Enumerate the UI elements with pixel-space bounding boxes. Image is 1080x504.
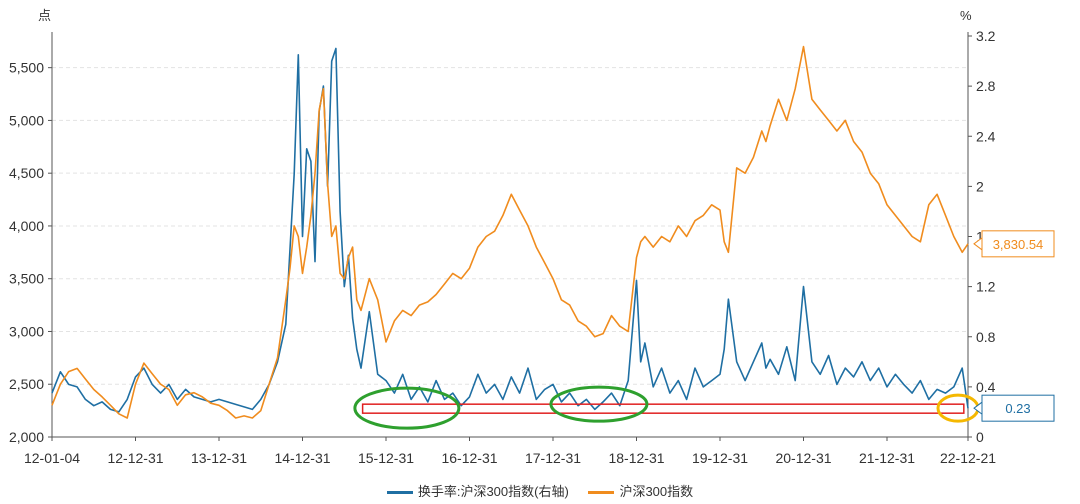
x-tick-label-8: 19-12-31 [692,450,748,466]
x-tick-label-7: 18-12-31 [608,450,664,466]
left-tick-label-1: 2,500 [9,376,44,392]
x-tick-label-10: 21-12-31 [859,450,915,466]
right-tick-label-1: 0.4 [976,379,996,395]
right-tick-label-6: 2.4 [976,128,996,144]
x-tick-label-1: 12-12-31 [107,450,163,466]
x-tick-label-6: 17-12-31 [525,450,581,466]
left-tick-label-7: 5,500 [9,60,44,76]
series-line-1 [51,45,969,419]
highlight-ellipse-2016 [353,386,461,430]
x-tick-label-0: 12-01-04 [24,450,80,466]
x-tick-label-5: 16-12-31 [441,450,497,466]
right-tick-label-8: 3.2 [976,28,996,44]
left-tick-label-2: 3,000 [9,323,44,339]
left-tick-label-6: 5,000 [9,112,44,128]
turnover-callout-box [981,394,1055,422]
value-callouts: 3,830.54 0.23 [973,230,1055,422]
right-tick-label-5: 2 [976,178,984,194]
left-tick-label-4: 4,000 [9,218,44,234]
left-tick-label-0: 2,000 [9,429,44,445]
right-axis-unit: % [960,8,972,23]
x-tick-label-4: 15-12-31 [358,450,414,466]
gridlines [52,67,968,438]
legend: 换手率:沪深300指数(右轴) 沪深300指数 [0,481,1080,500]
left-axis-unit: 点 [38,8,51,23]
turnover-callout-value: 0.23 [1005,401,1030,416]
index-callout-box [981,230,1055,258]
left-tick-label-3: 3,500 [9,271,44,287]
series-line-0 [51,47,969,413]
index-callout-value: 3,830.54 [993,237,1044,252]
legend-swatch-index [588,491,615,495]
legend-label-turnover: 换手率:沪深300指数(右轴) [417,484,569,499]
right-tick-label-0: 0 [976,429,984,445]
x-tick-label-11: 22-12-21 [940,450,996,466]
legend-item-index[interactable]: 沪深300指数 [588,481,693,500]
x-tick-label-3: 14-12-31 [274,450,330,466]
right-tick-label-2: 0.8 [976,329,996,345]
highlight-shapes [353,385,980,430]
left-tick-label-5: 4,500 [9,165,44,181]
axes: 点 % 2,000 2,500 3,000 3,500 4,000 4,500 5,000 5,5… [9,8,996,466]
chart-canvas: 点 % 2,000 2,500 3,000 3,500 4,000 4,500 5,000 5,5… [9,8,1055,466]
highlight-ellipse-2018 [549,385,649,423]
right-tick-label-7: 2.8 [976,78,996,94]
legend-item-turnover[interactable]: 换手率:沪深300指数(右轴) [386,481,569,500]
series-lines [51,45,969,419]
legend-swatch-turnover [386,491,413,495]
x-tick-label-9: 20-12-31 [775,450,831,466]
highlight-ellipse-latest [936,393,980,423]
legend-label-index: 沪深300指数 [619,484,694,499]
right-tick-label-3: 1.2 [976,279,996,295]
x-tick-label-2: 13-12-31 [191,450,247,466]
low-turnover-band [361,403,965,414]
